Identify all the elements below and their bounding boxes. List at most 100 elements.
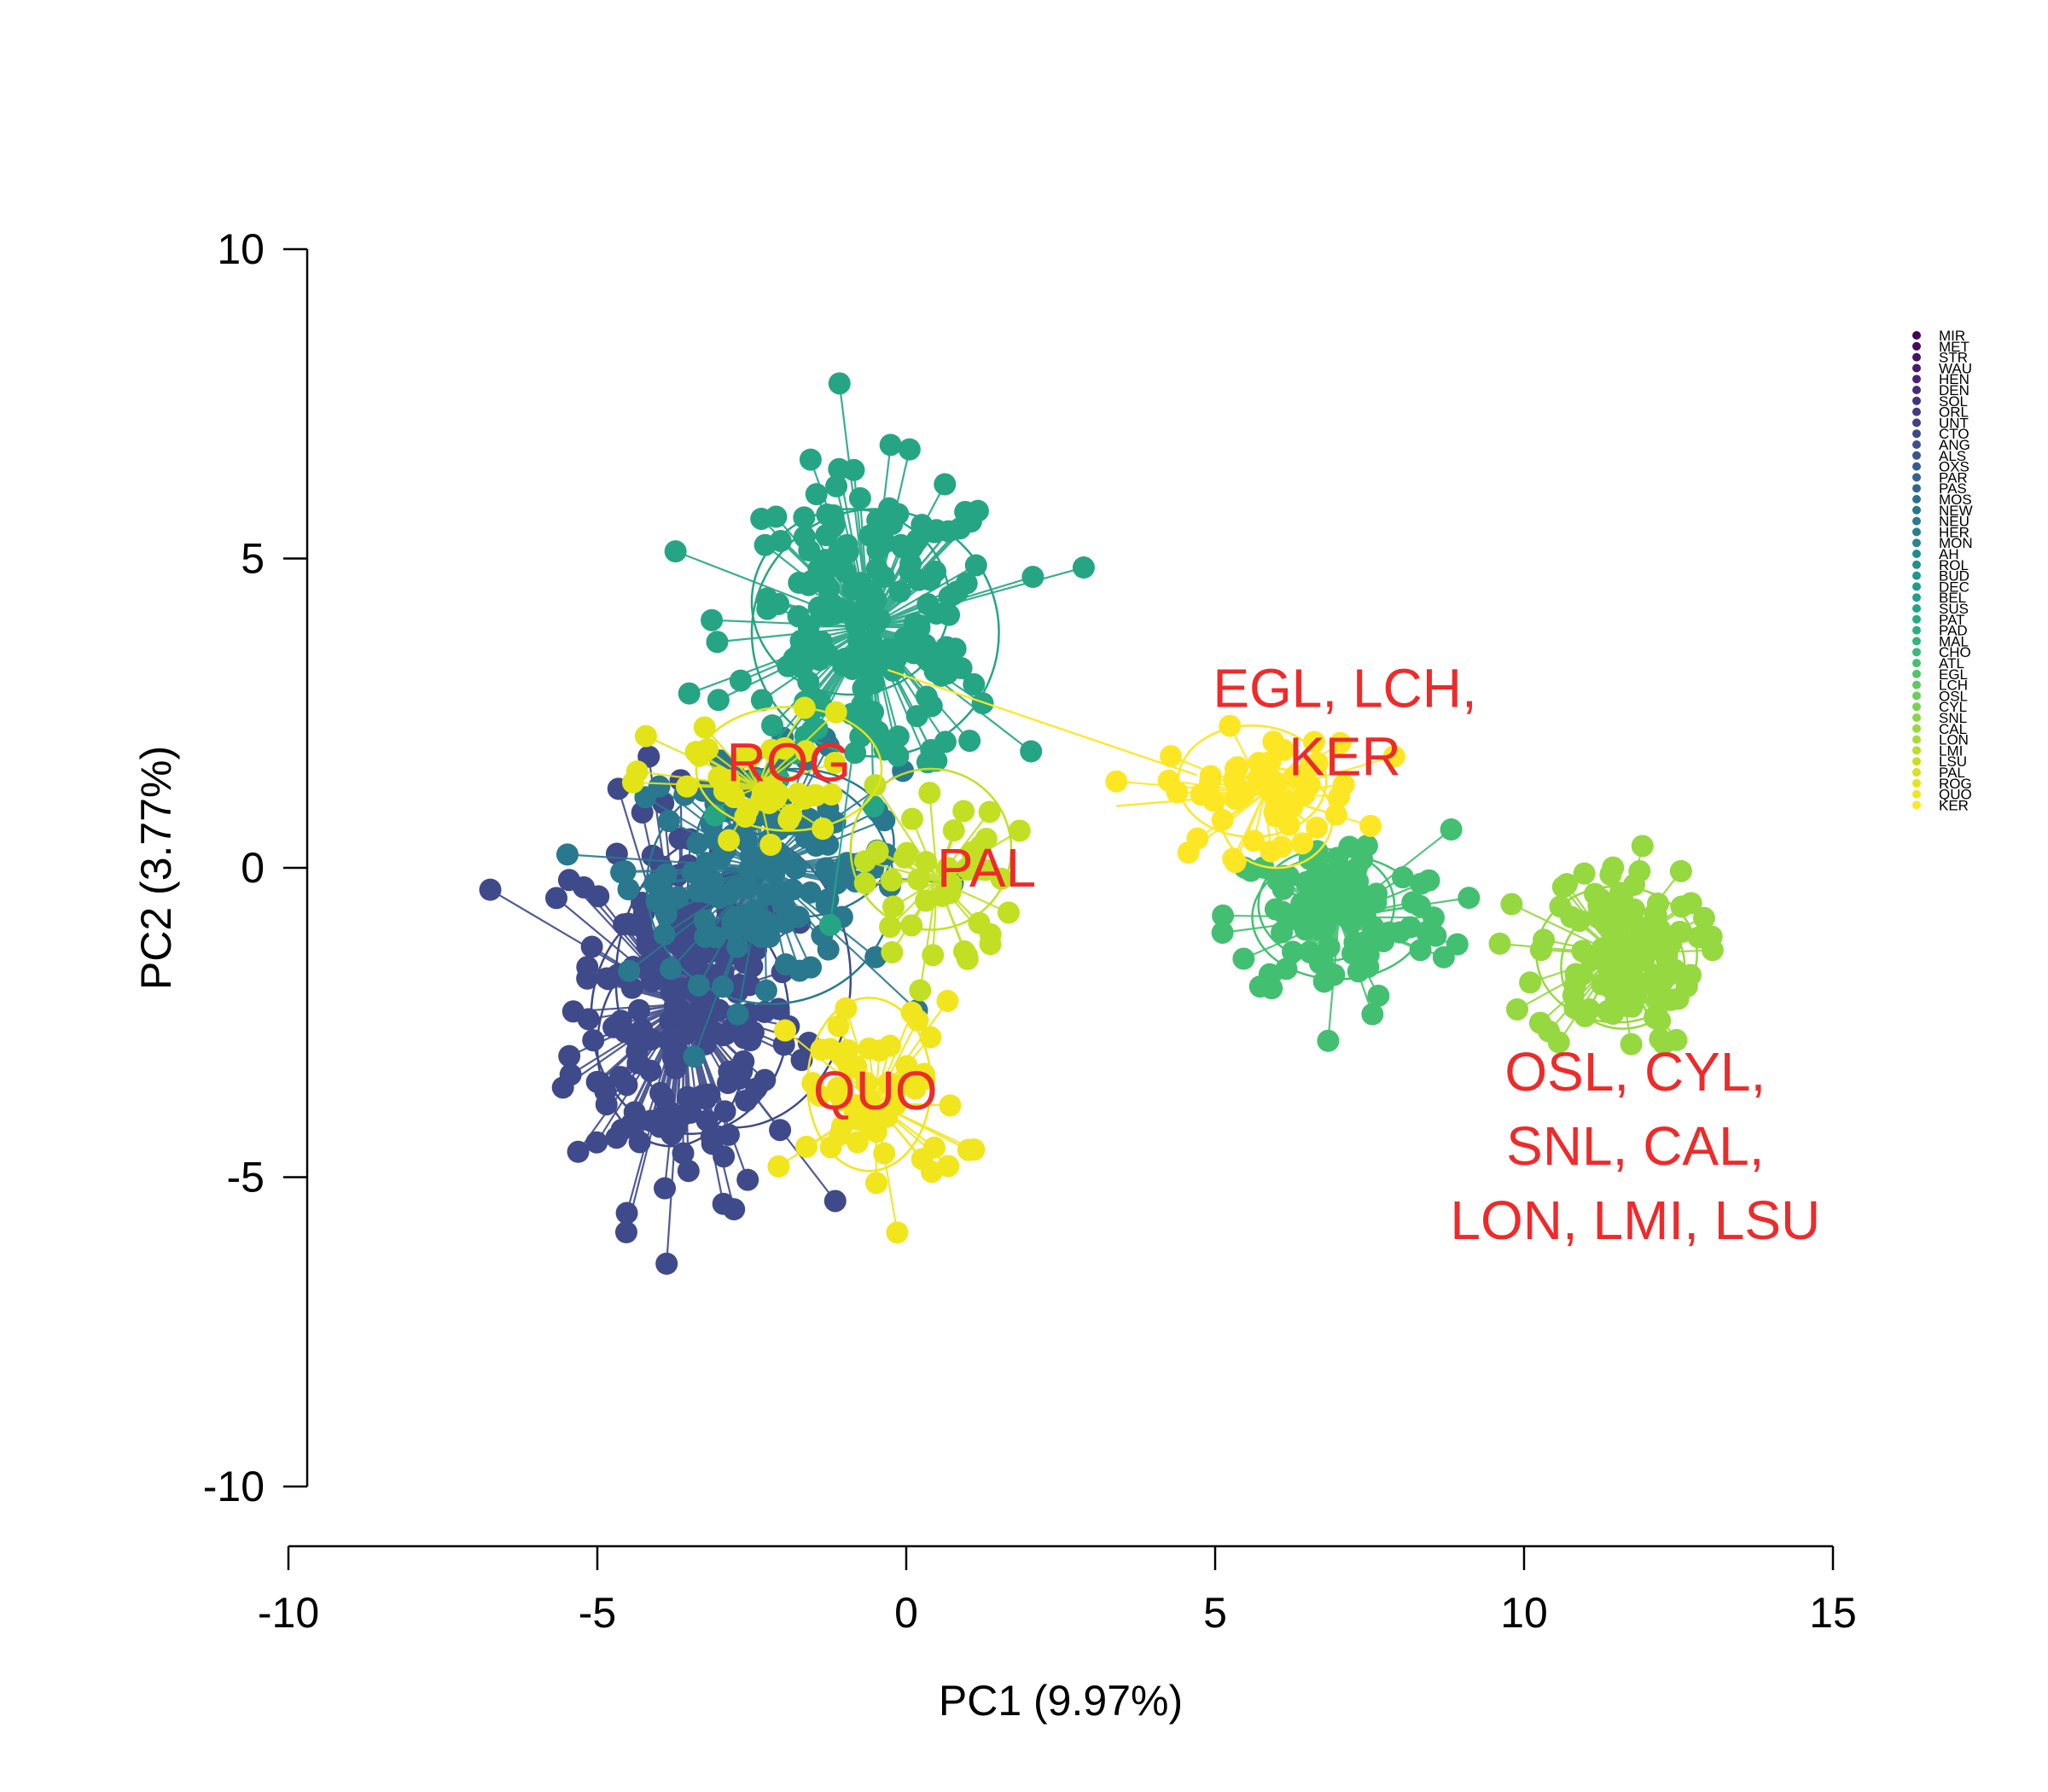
data-point: [1305, 852, 1328, 876]
legend-marker: [1912, 331, 1921, 340]
data-point: [1602, 856, 1625, 879]
data-point: [750, 689, 773, 712]
data-point: [1700, 925, 1723, 948]
cluster-4-points: [1488, 835, 1724, 1056]
legend-marker: [1912, 527, 1921, 537]
data-point: [1591, 937, 1614, 960]
data-point: [615, 1201, 638, 1225]
data-point: [844, 742, 867, 765]
data-point: [1223, 768, 1246, 791]
data-point: [585, 1131, 608, 1154]
data-point: [645, 890, 668, 913]
data-point: [559, 1063, 582, 1086]
legend-marker: [1912, 352, 1921, 362]
x-tick-label: 0: [894, 1589, 918, 1637]
legend-marker: [1912, 702, 1921, 712]
legend-label: CAL: [1939, 721, 1967, 737]
legend-label: CHO: [1939, 644, 1971, 660]
data-point: [793, 526, 816, 549]
data-point: [817, 734, 840, 757]
data-point: [1415, 921, 1438, 944]
data-point: [855, 1072, 878, 1095]
data-point: [851, 694, 874, 717]
data-point: [1291, 832, 1314, 855]
data-point: [708, 886, 731, 909]
data-point: [787, 605, 810, 628]
data-point: [701, 608, 724, 631]
data-point: [677, 1160, 700, 1183]
data-point: [706, 631, 729, 654]
legend-label: LSU: [1939, 753, 1967, 770]
data-point: [887, 725, 910, 748]
data-point: [610, 861, 633, 884]
data-point: [582, 1029, 605, 1052]
legend-marker: [1912, 505, 1921, 515]
data-point: [825, 872, 848, 895]
data-point: [1388, 921, 1411, 944]
data-point: [1264, 898, 1287, 921]
data-point: [769, 1119, 792, 1142]
data-point: [577, 1008, 600, 1031]
legend-label: ATL: [1939, 655, 1964, 672]
cluster-2-points: [664, 372, 1095, 937]
legend-label: ROL: [1939, 557, 1969, 573]
data-point: [1359, 814, 1382, 837]
data-point: [830, 1115, 853, 1138]
data-point: [805, 834, 828, 857]
data-point: [618, 959, 641, 982]
data-point: [818, 914, 841, 937]
data-point: [687, 974, 710, 997]
data-point: [886, 1221, 909, 1244]
data-point: [938, 603, 961, 626]
legend-marker: [1912, 495, 1921, 503]
data-point: [668, 827, 691, 850]
data-point: [1160, 745, 1183, 768]
data-point: [1668, 920, 1691, 943]
legend-label: SUS: [1939, 601, 1969, 617]
data-point: [794, 1135, 817, 1158]
data-point: [711, 975, 734, 998]
data-point: [1299, 754, 1322, 777]
data-point: [664, 540, 687, 563]
data-point: [956, 947, 979, 970]
data-point: [688, 744, 711, 767]
legend-marker: [1912, 659, 1921, 667]
data-point: [691, 1084, 714, 1107]
data-point: [866, 840, 889, 863]
data-point: [1351, 848, 1374, 871]
data-point: [769, 530, 792, 553]
data-point: [1488, 932, 1511, 955]
cluster-ellipse: [750, 508, 1000, 758]
data-point: [621, 771, 644, 794]
data-point: [800, 569, 823, 592]
data-point: [1211, 921, 1234, 944]
data-point: [858, 657, 881, 680]
data-point: [922, 944, 945, 967]
data-point: [898, 438, 921, 461]
legend-marker: [1912, 800, 1921, 810]
legend-marker: [1912, 680, 1921, 689]
data-point: [754, 979, 777, 1002]
data-point: [825, 474, 848, 497]
data-point: [1072, 556, 1095, 579]
data-point: [900, 914, 923, 937]
data-point: [1570, 963, 1593, 986]
legend-label: KER: [1939, 797, 1969, 813]
cluster-ellipse: [849, 767, 1013, 931]
data-point: [595, 1093, 618, 1116]
data-point: [605, 842, 628, 865]
data-point: [1212, 904, 1235, 927]
spoke: [869, 566, 1085, 628]
data-point: [879, 433, 902, 457]
annotation-label: SNL, CAL,: [1506, 1115, 1764, 1177]
legend-marker: [1912, 341, 1921, 351]
data-point: [596, 968, 620, 991]
data-point: [864, 1172, 887, 1195]
data-point: [654, 1177, 677, 1200]
legend-label: LON: [1939, 732, 1969, 748]
data-point: [693, 909, 716, 932]
legend-label: BUD: [1939, 568, 1969, 585]
spoke: [567, 853, 765, 870]
data-point: [895, 1055, 918, 1078]
spoke: [693, 867, 765, 1057]
